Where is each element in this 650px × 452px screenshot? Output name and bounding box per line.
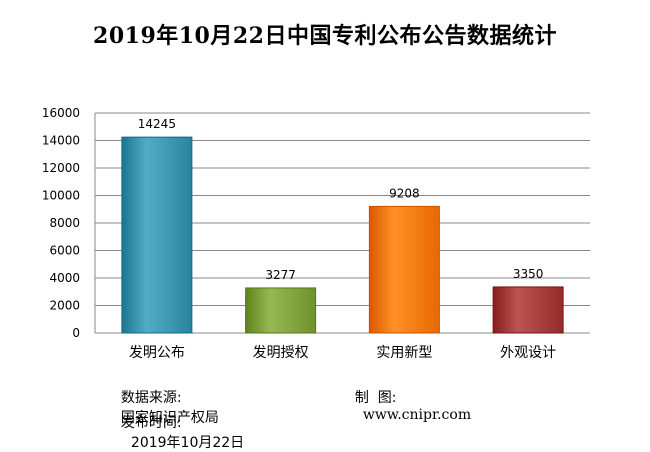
- footer-date-row: 发布时间: 2019年10月22日: [112, 396, 244, 452]
- x-tick-label: 实用新型: [376, 345, 432, 361]
- data-label: 3350: [513, 267, 544, 281]
- x-axis-ticks: 发明公布 发明授权 实用新型 外观设计: [129, 345, 556, 361]
- maker-label: 制 图:: [354, 390, 397, 406]
- y-tick-label: 16000: [42, 106, 80, 120]
- data-label: 14245: [138, 117, 176, 131]
- maker-value: www.cnipr.com: [362, 407, 472, 423]
- y-tick-label: 4000: [49, 271, 80, 285]
- data-labels: 14245 3277 9208 3350: [138, 117, 544, 282]
- chart-title: 2019年10月22日中国专利公布公告数据统计: [93, 23, 557, 49]
- bar-chart: 0 2000 4000 6000 8000 10000 12000 14000 16000 14…: [42, 106, 590, 361]
- footer-source-row: 数据来源: 国家知识产权局: [112, 371, 219, 427]
- bar-3: [368, 205, 440, 334]
- y-tick-label: 6000: [49, 244, 80, 258]
- y-tick-label: 10000: [42, 189, 80, 203]
- y-tick-label: 14000: [42, 134, 80, 148]
- x-tick-label: 外观设计: [500, 345, 556, 361]
- y-tick-label: 2000: [49, 299, 80, 313]
- source-value: 国家知识产权局: [120, 410, 219, 426]
- footer-maker-row: 制 图: www.cnipr.com: [346, 371, 471, 423]
- y-tick-label: 0: [72, 326, 80, 340]
- y-axis-ticks: 0 2000 4000 6000 8000 10000 12000 14000 16000: [42, 106, 80, 340]
- y-tick-label: 12000: [42, 161, 80, 175]
- x-tick-label: 发明授权: [253, 345, 309, 361]
- y-tick-label: 8000: [49, 216, 80, 230]
- bar-2: [245, 287, 317, 334]
- bar-4: [492, 286, 564, 334]
- date-value: 2019年10月22日: [130, 435, 245, 451]
- date-label: 发布时间:: [120, 415, 182, 431]
- data-label: 9208: [389, 186, 420, 200]
- bar-1: [121, 136, 193, 334]
- bars: [121, 136, 564, 334]
- source-label: 数据来源:: [120, 390, 182, 406]
- x-tick-label: 发明公布: [129, 345, 185, 361]
- data-label: 3277: [265, 268, 296, 282]
